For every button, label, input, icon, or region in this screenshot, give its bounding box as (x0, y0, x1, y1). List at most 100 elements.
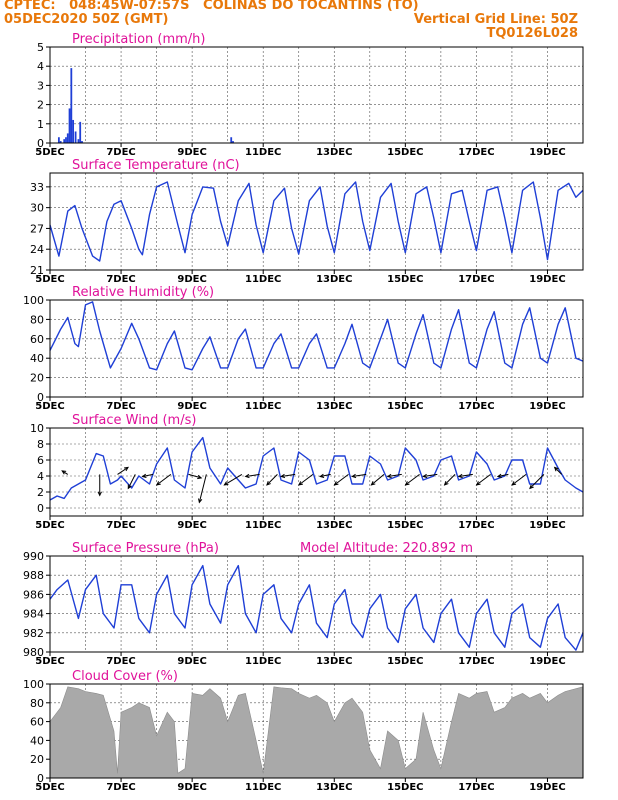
y-tick-label: 40 (30, 734, 44, 747)
panel-title: Precipitation (mm/h) (72, 32, 205, 47)
series-line-2 (49, 301, 584, 371)
x-tick-label: 7DEC (106, 401, 135, 412)
wind-arrow-shaft (142, 473, 154, 477)
wind-arrow (97, 474, 102, 497)
wind-arrow-shaft (352, 473, 367, 477)
panel-frame (49, 555, 584, 653)
x-tick-label: 9DEC (177, 147, 206, 158)
wind-arrow (141, 473, 154, 478)
x-tick-label: 9DEC (177, 401, 206, 412)
y-tick-label: 60 (30, 716, 44, 729)
panel-4: 980 982 984 986 988 990 5DEC 7DEC 9DEC 11DEC 13DEC… (23, 541, 584, 667)
wind-arrow-shaft (117, 466, 129, 475)
y-tick-label: 986 (23, 588, 44, 601)
panel-3: 0 2 4 6 8 10 5DEC 7DEC 9DEC 11DEC 13DEC 15DEC 17DEC 1… (30, 413, 584, 531)
precip-bar (66, 133, 69, 143)
y-tick-label: 1 (37, 118, 44, 131)
x-tick-label: 7DEC (106, 656, 135, 667)
wind-arrow-shaft (224, 473, 243, 486)
precip-bar (79, 121, 82, 143)
x-tick-label: 15DEC (387, 520, 423, 531)
y-tick-label: 984 (23, 608, 44, 621)
x-tick-label: 15DEC (387, 147, 423, 158)
panel-frame (49, 683, 584, 779)
x-tick-label: 11DEC (245, 274, 281, 285)
wind-arrow-head (457, 473, 463, 479)
y-tick-label: 0 (37, 502, 44, 515)
wind-arrow-head (298, 481, 303, 486)
wind-arrow (370, 474, 385, 486)
wind-arrow-head (97, 491, 102, 497)
x-tick-label: 17DEC (458, 656, 494, 667)
y-tick-label: 100 (23, 678, 44, 691)
wind-arrow-head (61, 470, 67, 475)
wind-arrow (188, 473, 203, 480)
wind-arrow (244, 473, 260, 479)
x-tick-label: 5DEC (35, 520, 64, 531)
wind-arrow (298, 473, 314, 486)
series-line-4 (49, 564, 584, 651)
x-tick-label: 7DEC (106, 782, 135, 793)
x-tick-label: 11DEC (245, 656, 281, 667)
precip-bar (72, 119, 74, 143)
wind-arrow-shaft (281, 473, 296, 477)
panel-5: 0 20 40 60 80 100 5DEC 7DEC 9DEC 11DEC 13DEC 15DEC 1… (23, 669, 584, 793)
x-tick-label: 11DEC (245, 782, 281, 793)
wind-arrow-head (404, 481, 410, 486)
header-grid-note: Vertical Grid Line: 50Z (413, 12, 578, 27)
precip-bar (81, 141, 83, 143)
precip-bar (230, 137, 233, 143)
wind-arrow (155, 473, 172, 486)
x-tick-label: 7DEC (106, 274, 135, 285)
y-tick-label: 6 (37, 454, 44, 467)
x-tick-label: 19DEC (529, 782, 565, 793)
wind-arrow-shaft (444, 474, 456, 486)
wind-arrow-head (244, 473, 250, 479)
precip-bar (57, 137, 60, 143)
panel-2: 0 20 40 60 80 100 5DEC 7DEC 9DEC 11DEC 13DEC 15DEC 1… (23, 285, 584, 412)
wind-arrow-shaft (334, 473, 349, 486)
wind-arrow-shaft (156, 473, 172, 486)
y-tick-label: 4 (37, 470, 44, 483)
x-tick-label: 7DEC (106, 147, 135, 158)
wind-arrow-head (443, 480, 449, 486)
panel-title: Surface Wind (m/s) (72, 413, 196, 428)
panel-title: Surface Pressure (hPa) (72, 541, 219, 556)
wind-arrow-head (553, 466, 559, 472)
wind-arrow (319, 473, 331, 478)
wind-arrow-head (370, 481, 376, 486)
wind-arrow-head (141, 473, 147, 478)
y-tick-label: 30 (30, 202, 44, 215)
precip-bar (77, 139, 80, 143)
x-tick-label: 19DEC (529, 520, 565, 531)
x-tick-label: 9DEC (177, 656, 206, 667)
series-line-1 (49, 181, 584, 262)
y-tick-label: 20 (30, 753, 44, 766)
y-tick-label: 0 (37, 772, 44, 785)
wind-arrow (351, 473, 367, 479)
precip-bar (74, 131, 77, 143)
panel-title: Relative Humidity (%) (72, 285, 214, 300)
wind-arrow-shaft (188, 473, 202, 479)
y-tick-label: 33 (30, 181, 44, 194)
y-tick-label: 80 (30, 313, 44, 326)
precip-bar (70, 68, 73, 143)
y-tick-label: 20 (30, 372, 44, 385)
y-tick-label: 2 (37, 486, 44, 499)
wind-arrow-shaft (476, 473, 491, 486)
panel-frame (49, 427, 584, 517)
y-tick-label: 2 (37, 99, 44, 112)
y-tick-label: 5 (37, 41, 44, 54)
x-tick-label: 9DEC (177, 274, 206, 285)
x-tick-label: 13DEC (316, 782, 352, 793)
wind-arrow-head (386, 473, 392, 479)
panel-1: 21 24 27 30 33 5DEC 7DEC 9DEC 11DEC 13DEC 15DEC 17D… (30, 158, 584, 285)
y-tick-label: 100 (23, 294, 44, 307)
cloud-cover-area (49, 686, 584, 779)
y-tick-label: 40 (30, 352, 44, 365)
y-tick-label: 0 (37, 137, 44, 150)
x-tick-label: 19DEC (529, 401, 565, 412)
x-tick-label: 15DEC (387, 274, 423, 285)
wind-arrow-head (319, 473, 325, 478)
wind-arrow-head (475, 481, 481, 486)
